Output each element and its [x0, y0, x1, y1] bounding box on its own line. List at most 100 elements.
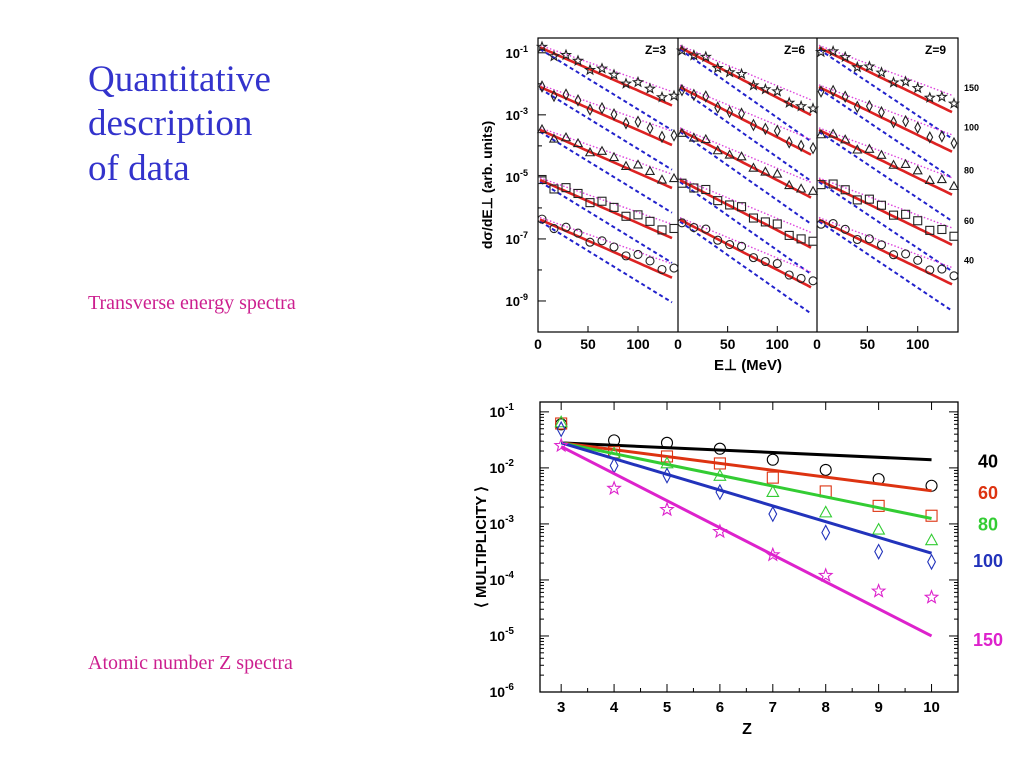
data-point-150 [839, 50, 852, 63]
data-point-150 [535, 40, 549, 53]
data-point-40 [621, 251, 631, 261]
data-point-40 [537, 214, 547, 224]
data-point-100 [550, 89, 558, 103]
data-point-40 [760, 256, 770, 267]
data-point-100 [768, 505, 778, 523]
data-point-150 [923, 589, 940, 604]
slide-title-line: description [88, 103, 253, 145]
data-point-100 [562, 88, 570, 101]
data-point-40 [925, 479, 938, 492]
data-point-80 [632, 159, 644, 169]
dashed-curve-60 [539, 180, 673, 264]
y-tick-label: 10-3 [490, 514, 515, 532]
data-point-100 [690, 88, 698, 102]
data-point-80 [864, 143, 875, 153]
data-point-40 [913, 255, 923, 265]
x-tick-label: 7 [769, 699, 777, 716]
x-axis-title: Z [742, 721, 752, 738]
fit-line-100 [560, 441, 932, 555]
y-tick-label: 10-4 [490, 570, 515, 588]
data-point-40 [669, 263, 679, 273]
data-point-150 [675, 44, 689, 56]
x-axis-ticks: 3 4 5 6 7 8 9 10 [557, 402, 940, 716]
data-point-150 [911, 81, 924, 94]
dotted-curve-40 [539, 216, 673, 265]
x-tick-label: 6 [716, 699, 724, 716]
data-point-150 [595, 62, 609, 74]
slide-title: Quantitative description of data [88, 58, 408, 191]
data-point-60 [585, 198, 595, 208]
data-point-80 [936, 173, 948, 184]
x-tick-label: 100 [766, 336, 790, 352]
dashed-curve-80 [818, 130, 953, 222]
y-tick-label: 10-7 [506, 230, 528, 247]
data-point-80 [712, 145, 723, 155]
data-point-40 [701, 224, 711, 234]
series-60 [555, 417, 938, 522]
data-point-80 [784, 179, 795, 190]
data-point-100 [678, 83, 686, 97]
data-point-60 [645, 216, 655, 226]
x-axis-ticks: 0 50 100 0 50 100 0 50 100 [534, 326, 930, 352]
series-80 [554, 415, 939, 546]
data-point-150 [870, 582, 887, 598]
data-point-80 [713, 468, 727, 481]
data-point-60 [925, 509, 938, 522]
dashed-curve-150 [818, 48, 953, 140]
dotted-curve-80 [679, 127, 812, 184]
y-axis-title: ⟨ MULTIPLICITY ⟩ [473, 486, 490, 608]
data-point-40 [657, 264, 667, 275]
energy-label-80: 80 [964, 166, 974, 176]
data-point-60 [660, 450, 674, 463]
y-axis-ticks: 10-1 10-3 10-5 10-7 10-9 [506, 44, 546, 309]
data-point-80 [668, 172, 680, 183]
dashed-curve-40 [539, 220, 673, 304]
data-point-80 [948, 180, 960, 190]
data-point-100 [646, 121, 654, 135]
data-point-40 [784, 270, 794, 280]
plot-frame [537, 37, 959, 333]
data-point-60 [725, 200, 735, 210]
data-point-150 [583, 63, 597, 76]
data-point-40 [772, 259, 782, 269]
panel-label: Z=6 [784, 43, 805, 57]
data-point-100 [538, 80, 546, 93]
data-point-60 [840, 185, 850, 195]
data-point-60 [677, 178, 687, 188]
data-point-60 [701, 184, 711, 195]
data-point-150 [814, 45, 828, 58]
data-point-80 [700, 133, 711, 144]
data-point-80 [536, 123, 548, 134]
data-point-100 [598, 101, 606, 115]
data-point-60 [864, 194, 874, 204]
data-point-100 [914, 121, 922, 135]
data-point-100 [821, 524, 831, 541]
dashed-curve-150 [679, 48, 812, 143]
data-point-80 [807, 185, 819, 195]
dashed-curve-80 [679, 130, 812, 225]
data-point-100 [715, 483, 725, 501]
data-point-80 [656, 174, 668, 184]
data-point-150 [863, 60, 876, 72]
transverse-energy-chart: 10-1 10-3 10-5 10-7 10-9 0 50 100 0 50 100 0 50 100 dσ… [479, 37, 979, 374]
data-point-80 [688, 132, 700, 142]
data-point-100 [714, 101, 722, 114]
multiplicity-chart: 10-1 10-2 10-3 10-4 10-5 10-6 3 4 5 6 7 8 9 10 ⟨ MULTI… [473, 401, 1003, 738]
fit-curve-150 [539, 46, 673, 107]
data-point-60 [633, 210, 643, 220]
data-point-150 [547, 50, 561, 62]
panel-z3: Z=3 [535, 40, 681, 304]
x-tick-label: 0 [534, 336, 542, 352]
data-point-80 [795, 183, 807, 193]
data-point-60 [597, 196, 607, 206]
data-point-40 [808, 276, 818, 286]
data-point-60 [537, 174, 547, 185]
legend-label-60: 60 [978, 483, 998, 503]
data-point-100 [586, 103, 594, 116]
data-point-150 [607, 68, 621, 80]
fit-curve-100 [679, 85, 812, 156]
data-point-100 [556, 420, 566, 438]
data-point-150 [764, 546, 781, 562]
data-point-80 [766, 484, 780, 498]
slide-title-line: Quantitative [88, 59, 271, 100]
